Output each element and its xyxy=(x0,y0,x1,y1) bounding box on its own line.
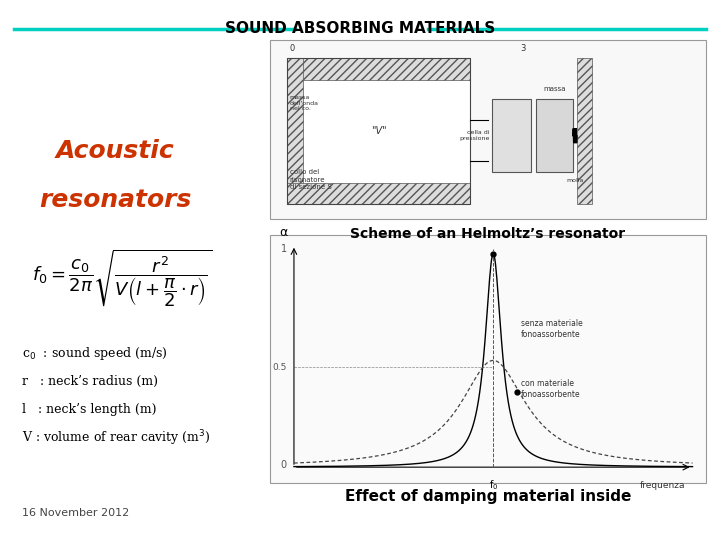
Text: molla: molla xyxy=(566,178,584,183)
Text: Acoustic: Acoustic xyxy=(56,139,174,163)
Bar xyxy=(302,69,470,194)
Text: Scheme of an Helmoltz’s resonator: Scheme of an Helmoltz’s resonator xyxy=(350,227,626,241)
Bar xyxy=(492,99,531,172)
Text: V : volume of rear cavity (m$^3$): V : volume of rear cavity (m$^3$) xyxy=(22,428,210,448)
Text: 0: 0 xyxy=(289,44,294,53)
Text: f$_0$: f$_0$ xyxy=(489,478,498,492)
Bar xyxy=(270,40,706,219)
Text: "V": "V" xyxy=(371,126,387,137)
Text: con materiale
fonoassorbente: con materiale fonoassorbente xyxy=(521,379,581,400)
Text: 1: 1 xyxy=(281,244,287,254)
Text: 0: 0 xyxy=(281,460,287,470)
Bar xyxy=(577,58,593,205)
Text: $f_0 = \dfrac{c_0}{2\pi}\sqrt{\dfrac{r^2}{V\left(l+\dfrac{\pi}{2}\cdot r\right)}: $f_0 = \dfrac{c_0}{2\pi}\sqrt{\dfrac{r^2… xyxy=(32,247,212,309)
Text: SOUND ABSORBING MATERIALS: SOUND ABSORBING MATERIALS xyxy=(225,21,495,36)
Text: cella di
pressione: cella di pressione xyxy=(459,130,490,141)
Bar xyxy=(270,235,706,483)
Bar xyxy=(287,58,302,205)
Text: 0.5: 0.5 xyxy=(272,363,287,372)
Bar xyxy=(287,58,470,205)
Text: c$_0$  : sound speed (m/s): c$_0$ : sound speed (m/s) xyxy=(22,345,167,362)
Text: frequenza: frequenza xyxy=(640,481,685,490)
Text: α: α xyxy=(279,226,287,239)
Bar xyxy=(287,58,470,80)
Text: r   : neck’s radius (m): r : neck’s radius (m) xyxy=(22,375,158,388)
Text: massa: massa xyxy=(543,86,565,92)
Text: 16 November 2012: 16 November 2012 xyxy=(22,508,129,518)
Text: massa
dell'onda
nel co.: massa dell'onda nel co. xyxy=(289,95,319,111)
Text: l   : neck’s length (m): l : neck’s length (m) xyxy=(22,403,156,416)
Text: 3: 3 xyxy=(520,44,526,53)
Bar xyxy=(287,183,470,205)
Bar xyxy=(536,99,572,172)
Text: senza materiale
fonoassorbente: senza materiale fonoassorbente xyxy=(521,319,583,339)
Text: collo del
risonatore
di sezione S: collo del risonatore di sezione S xyxy=(289,169,331,190)
Text: Effect of damping material inside: Effect of damping material inside xyxy=(345,489,631,504)
Text: resonators: resonators xyxy=(39,188,192,212)
